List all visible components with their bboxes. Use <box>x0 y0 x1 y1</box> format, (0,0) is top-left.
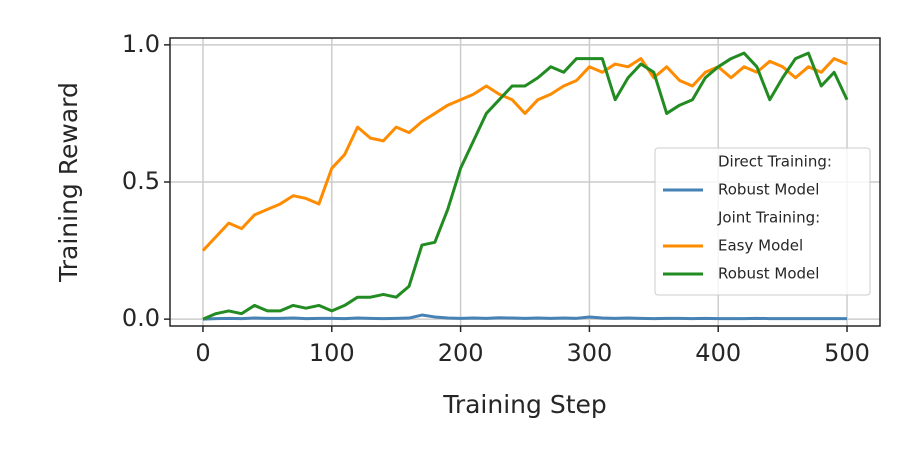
y-tick-label: 0.5 <box>122 167 160 195</box>
x-tick-label: 500 <box>824 339 870 367</box>
series-line <box>201 57 848 252</box>
x-tick-label: 200 <box>438 339 484 367</box>
y-axis-label: Training Reward <box>54 82 83 283</box>
series-line <box>202 51 849 321</box>
legend-label: Robust Model <box>718 181 819 199</box>
legend-group-title: Direct Training: <box>718 153 832 171</box>
y-tick-label: 0.0 <box>122 304 160 332</box>
x-tick-label: 400 <box>695 339 741 367</box>
x-tick-label: 0 <box>195 339 210 367</box>
x-tick-label: 300 <box>566 339 612 367</box>
legend-box <box>654 147 871 296</box>
plot-frame <box>169 37 881 327</box>
x-axis-label: Training Step <box>442 390 607 419</box>
y-tick-label: 1.0 <box>122 30 160 58</box>
series-line <box>202 313 848 321</box>
legend-label: Robust Model <box>718 265 819 283</box>
x-tick-label: 100 <box>309 339 355 367</box>
legend-label: Easy Model <box>718 237 803 255</box>
legend-group-title: Joint Training: <box>717 209 820 227</box>
